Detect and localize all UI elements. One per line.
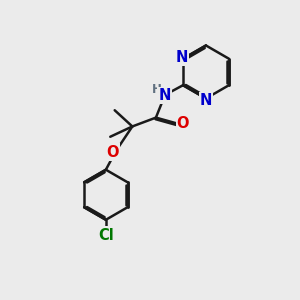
Text: O: O <box>106 145 119 160</box>
Text: O: O <box>177 116 189 131</box>
Text: H: H <box>152 82 161 95</box>
Text: N: N <box>159 88 171 103</box>
Text: Cl: Cl <box>98 228 114 243</box>
Text: N: N <box>175 50 188 65</box>
Text: N: N <box>200 93 212 108</box>
